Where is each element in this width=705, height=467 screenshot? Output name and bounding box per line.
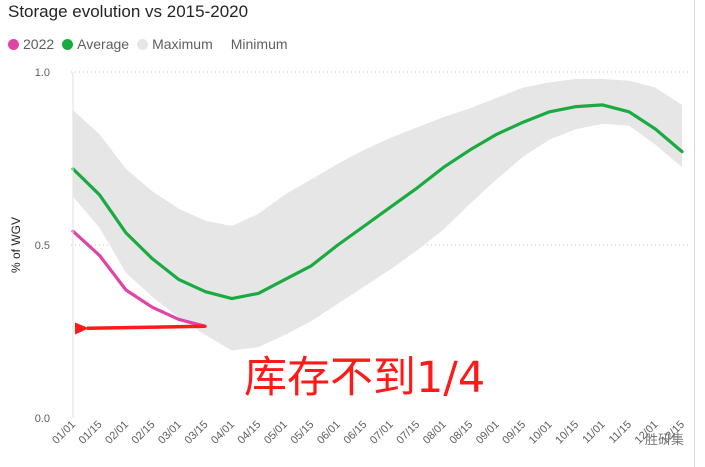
x-tick-label: 02/15 bbox=[130, 419, 158, 447]
x-tick-label: 06/01 bbox=[315, 419, 343, 447]
x-tick-label: 08/15 bbox=[447, 419, 475, 447]
legend-item-2022[interactable]: 2022 bbox=[8, 36, 54, 52]
x-tick-label: 04/15 bbox=[235, 419, 263, 447]
x-tick-label: 08/01 bbox=[421, 419, 449, 447]
legend-label-2022: 2022 bbox=[23, 36, 55, 52]
legend-item-minimum[interactable]: Minimum bbox=[231, 36, 288, 52]
x-tick-label: 11/01 bbox=[580, 419, 607, 446]
x-tick-label: 03/15 bbox=[183, 419, 211, 447]
annotation-text: 库存不到1/4 bbox=[244, 353, 485, 403]
x-tick-label: 10/01 bbox=[527, 419, 555, 447]
legend-item-average[interactable]: Average bbox=[62, 36, 129, 52]
x-tick-label: 10/15 bbox=[553, 419, 581, 447]
visual-border bbox=[694, 0, 695, 467]
chart-legend: 2022 Average Maximum Minimum bbox=[8, 36, 296, 52]
watermark-text: 胜研集 bbox=[645, 432, 684, 447]
legend-label-maximum: Maximum bbox=[152, 36, 213, 52]
y-axis-title: % of WGV bbox=[9, 217, 23, 273]
legend-label-average: Average bbox=[77, 36, 130, 52]
annotation-arrow bbox=[74, 322, 206, 335]
average-line bbox=[71, 103, 684, 301]
legend-marker-2022 bbox=[8, 38, 19, 50]
x-tick-label: 05/15 bbox=[288, 419, 316, 447]
x-tick-label: 05/01 bbox=[262, 419, 290, 447]
x-tick-label: 03/01 bbox=[156, 419, 184, 447]
x-tick-label: 06/15 bbox=[341, 419, 369, 447]
y-tick-label: 0.5 bbox=[35, 240, 50, 252]
x-tick-label: 02/01 bbox=[103, 419, 131, 447]
x-tick-label: 07/01 bbox=[368, 419, 396, 447]
x-tick-label: 09/15 bbox=[500, 419, 528, 447]
x-tick-label: 04/01 bbox=[209, 419, 237, 447]
y-tick-label: 1.0 bbox=[35, 67, 50, 79]
x-tick-label: 07/15 bbox=[394, 419, 422, 447]
x-tick-label: 01/15 bbox=[77, 419, 105, 447]
legend-marker-average bbox=[62, 38, 74, 50]
chart-title: Storage evolution vs 2015-2020 bbox=[8, 2, 249, 21]
x-tick-label: 01/01 bbox=[50, 419, 78, 447]
legend-marker-maximum bbox=[137, 38, 149, 50]
series-2022-line bbox=[71, 229, 207, 328]
legend-label-minimum: Minimum bbox=[230, 36, 288, 52]
x-tick-label: 09/01 bbox=[474, 419, 502, 447]
y-tick-label: 0.0 bbox=[35, 413, 50, 425]
legend-item-maximum[interactable]: Maximum bbox=[137, 36, 213, 52]
x-tick-label: 11/15 bbox=[607, 419, 634, 446]
